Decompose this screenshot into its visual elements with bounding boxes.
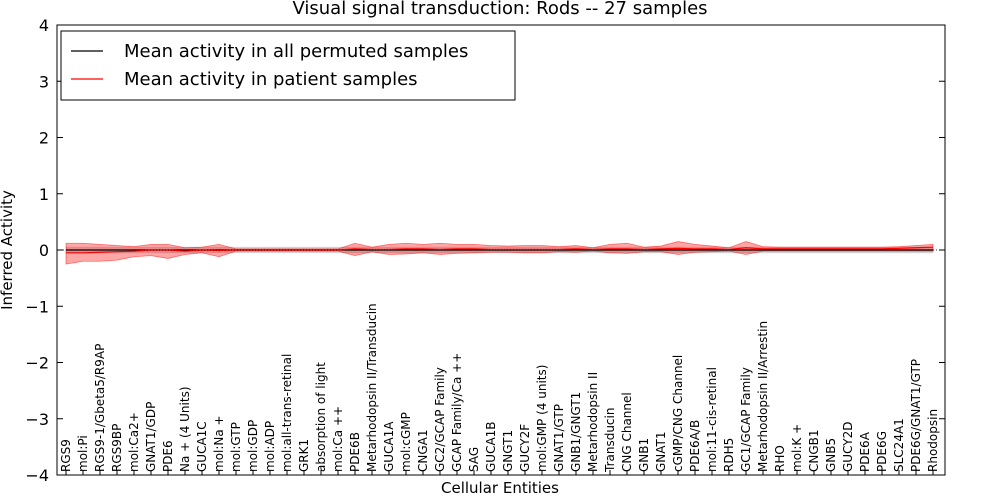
- x-tick-label: PDE6G: [875, 431, 889, 472]
- x-tick-label: GCAP Family/Ca ++: [450, 353, 464, 472]
- x-tick-label: Metarhodopsin II: [586, 372, 600, 472]
- x-tick-label: GNB1/GNGT1: [569, 392, 583, 472]
- x-tick-label: cGMP/CNG Channel: [671, 355, 685, 472]
- y-tick-label: −3: [25, 410, 49, 429]
- y-tick-label: 0: [39, 241, 49, 260]
- x-tick-label: GNAT1: [654, 431, 668, 472]
- x-tick-label: SAG: [467, 447, 481, 472]
- x-tick-label: GUCA1C: [195, 421, 209, 472]
- legend-frame: [60, 30, 516, 101]
- x-tick-label: Metarhodopsin II/Transducin: [365, 303, 379, 472]
- x-tick-label: PDE6A/B: [688, 420, 702, 472]
- x-tick-label: mol:K +: [790, 424, 804, 472]
- x-tick-label: RGS9BP: [110, 424, 124, 472]
- x-tick-label: GNAT1/GTP: [552, 404, 566, 472]
- x-tick-label: GNB5: [824, 438, 838, 472]
- series-lines: [57, 246, 945, 254]
- x-tick-label: GNGT1: [501, 430, 515, 472]
- y-axis-label: Inferred Activity: [0, 190, 16, 310]
- x-tick-label: GUCY2F: [518, 424, 532, 472]
- x-tick-label: mol:11-cis-retinal: [705, 367, 719, 472]
- x-tick-label: mol:GMP (4 units): [535, 365, 549, 472]
- x-tick-label: GC2/GCAP Family: [433, 367, 447, 472]
- y-tick-label: −4: [25, 466, 49, 485]
- x-tick-label: mol:Ca2+: [127, 412, 141, 472]
- y-tick-label: −2: [25, 354, 49, 373]
- x-tick-label: Transducin: [603, 408, 617, 473]
- x-tick-label: mol:ADP: [263, 421, 277, 472]
- y-tick-label: 3: [39, 72, 49, 91]
- x-tick-label: mol:Pi: [76, 435, 90, 472]
- x-tick-label: RHO: [773, 445, 787, 472]
- x-tick-label: GRK1: [297, 439, 311, 472]
- x-tick-label: mol:cGMP: [399, 412, 413, 472]
- x-tick-label: mol:all-trans-retinal: [280, 354, 294, 472]
- y-tick-label: 1: [39, 185, 49, 204]
- x-tick-label: PDE6G/GNAT1/GTP: [909, 359, 923, 472]
- y-tick-label: 4: [39, 16, 49, 35]
- x-axis-label: Cellular Entities: [441, 479, 559, 497]
- x-tick-label: mol:Na +: [212, 415, 226, 472]
- x-tick-label: GC1/GCAP Family: [739, 367, 753, 472]
- x-tick-label: RGS9: [59, 439, 73, 472]
- y-axis: −4 −3 −2 −1 0 1 2 3 4: [25, 16, 945, 485]
- x-tick-label: SLC24A1: [892, 418, 906, 472]
- legend-label-patient: Mean activity in patient samples: [124, 69, 418, 90]
- x-tick-label: CNGB1: [807, 429, 821, 472]
- x-tick-label: mol:Ca ++: [331, 406, 345, 472]
- x-tick-label: RGS9-1/Gbeta5/R9AP: [93, 344, 107, 472]
- y-tick-label: 2: [39, 129, 49, 148]
- x-tick-label: GUCA1A: [382, 421, 396, 472]
- x-tick-label: Rhodopsin: [926, 409, 940, 472]
- legend: Mean activity in all permuted samples Me…: [60, 30, 516, 101]
- band-patient: [65, 241, 934, 265]
- x-tick-label: PDE6A: [858, 431, 872, 472]
- y-tick-label: −1: [25, 297, 49, 316]
- x-tick-label: Na + (4 Units): [178, 386, 192, 472]
- x-tick-label: absorption of light: [314, 362, 328, 472]
- x-tick-label: GUCY2D: [841, 422, 855, 472]
- x-axis: RGS9 mol:Pi RGS9-1/Gbeta5/R9AP RGS9BP mol:Ca…: [59, 303, 940, 475]
- x-tick-label: GNAT1/GDP: [144, 402, 158, 472]
- chart-title: Visual signal transduction: Rods -- 27 s…: [292, 0, 707, 19]
- x-tick-label: mol:GTP: [229, 422, 243, 472]
- x-tick-label: mol:GDP: [246, 420, 260, 472]
- x-tick-label: PDE6: [161, 440, 175, 472]
- x-tick-label: CNG Channel: [620, 392, 634, 472]
- x-tick-label: RDH5: [722, 438, 736, 472]
- legend-label-permuted: Mean activity in all permuted samples: [124, 41, 468, 62]
- x-tick-label: PDE6B: [348, 432, 362, 472]
- x-tick-label: Metarhodopsin II/Arrestin: [756, 321, 770, 472]
- x-tick-label: GNB1: [637, 438, 651, 472]
- x-tick-label: GUCA1B: [484, 421, 498, 472]
- x-tick-label: CNGA1: [416, 430, 430, 473]
- plot-frame: [56, 24, 946, 476]
